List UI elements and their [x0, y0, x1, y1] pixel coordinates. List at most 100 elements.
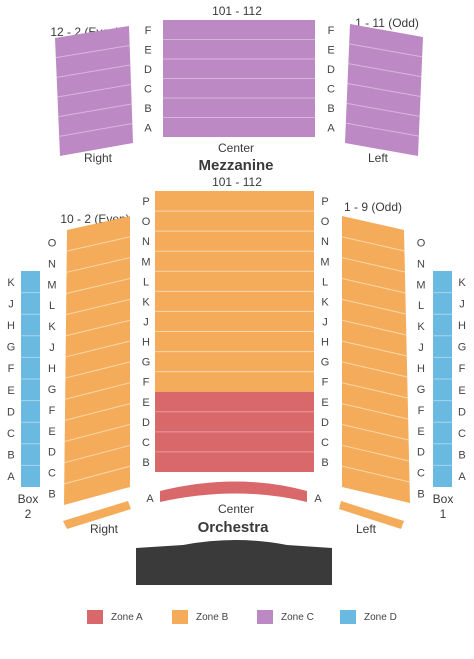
box-1-row-g: G: [458, 342, 467, 354]
orchestra-center-label: Center: [218, 502, 254, 516]
orchestra-row-right-c: C: [321, 437, 329, 449]
orchestra-left-wing-row-f: F: [418, 405, 425, 417]
box-2-row-g: G: [7, 342, 16, 354]
orchestra-right-row-divider: [65, 319, 131, 337]
mezzanine-right-row-divider: [58, 103, 132, 118]
orchestra-left-label: Left: [356, 522, 377, 536]
orchestra-row-right-h: H: [321, 337, 329, 349]
orchestra-row-right-o: O: [321, 216, 330, 228]
orchestra-row-left-e: E: [142, 397, 149, 409]
orchestra-row-left-b: B: [142, 457, 149, 469]
orchestra-left-wing-row-c: C: [417, 468, 425, 480]
orchestra-left-row-divider: [341, 340, 407, 357]
mezzanine-left-row-divider: [345, 122, 419, 137]
orchestra-left-seats: 1 - 9 (Odd): [344, 200, 402, 214]
orchestra-left-row-divider: [341, 403, 409, 420]
zone-d-swatch: [340, 610, 356, 624]
orchestra-right-wing-row-g: G: [48, 384, 57, 396]
box-1-row-j: J: [459, 298, 465, 310]
stage-label: Stage: [213, 556, 254, 573]
mezzanine-row-right-f: F: [328, 25, 335, 37]
orchestra-right-wing-row-c: C: [48, 468, 56, 480]
legend-zone-b[interactable]: Zone B: [172, 605, 228, 629]
orchestra-row-left-c: C: [142, 437, 150, 449]
orchestra-right-wing-row-d: D: [48, 447, 56, 459]
zone-c-swatch: [257, 610, 273, 624]
box-1-word: Box: [433, 492, 454, 506]
orchestra-row-right-d: D: [321, 417, 329, 429]
mezzanine-left-row-divider: [349, 43, 423, 58]
mezzanine-row-left-f: F: [145, 25, 152, 37]
mezzanine-row-left-d: D: [144, 64, 152, 76]
orchestra-front-row-a[interactable]: [160, 481, 307, 503]
orchestra-left-wing-row-h: H: [417, 363, 425, 375]
orchestra-row-a-left: A: [146, 493, 154, 505]
orchestra-row-left-h: H: [142, 337, 150, 349]
mezzanine-title: Mezzanine: [198, 157, 273, 174]
legend-zone-d[interactable]: Zone D: [340, 605, 397, 629]
box-2-row-d: D: [7, 406, 15, 418]
orchestra-center-seats: 101 - 112: [212, 175, 262, 189]
legend-zone-a[interactable]: Zone A: [87, 605, 143, 629]
orchestra-left-row-divider: [341, 298, 406, 315]
orchestra-right-front-strip[interactable]: [63, 501, 131, 529]
orchestra-left-row-divider: [341, 278, 406, 294]
mezzanine-left-row-divider: [347, 83, 421, 97]
orchestra-right-row-divider: [66, 278, 131, 294]
mezzanine-left-seats: 1 - 11 (Odd): [355, 16, 419, 30]
orchestra-row-left-j: J: [143, 316, 149, 328]
orchestra-right-wing-row-h: H: [48, 363, 56, 375]
box-2-row-a: A: [7, 471, 15, 483]
mezzanine-right-row-divider: [55, 45, 130, 59]
orchestra-right-wing-row-b: B: [48, 489, 55, 501]
mezzanine-right-row-divider: [59, 123, 133, 137]
orchestra-right-wing-row-k: K: [48, 321, 56, 333]
box-1-row-d: D: [458, 406, 466, 418]
mezzanine-row-right-c: C: [327, 83, 335, 95]
zone-b-label: Zone B: [196, 611, 229, 623]
zone-a-label: Zone A: [111, 611, 143, 623]
mezzanine-center-seats: 101 - 112: [212, 4, 262, 18]
orchestra-right-wing-row-o: O: [48, 237, 57, 249]
legend-zone-c[interactable]: Zone C: [257, 605, 314, 629]
orchestra-left-wing-row-o: O: [417, 237, 426, 249]
orchestra-left-wing-row-m: M: [416, 279, 425, 291]
mezzanine-row-left-a: A: [144, 122, 152, 134]
orchestra-left-row-divider: [341, 236, 405, 252]
orchestra-left-section[interactable]: [342, 216, 410, 503]
mezzanine-right-row-divider: [57, 84, 132, 98]
stage: [136, 540, 332, 585]
orchestra-right-row-divider: [65, 298, 131, 316]
orchestra-right-section[interactable]: [64, 216, 130, 505]
box-1-row-h: H: [458, 320, 466, 332]
zone-b-swatch: [172, 610, 188, 624]
mezzanine-row-right-d: D: [327, 64, 335, 76]
box-2-row-c: C: [7, 428, 15, 440]
orchestra-row-right-l: L: [322, 276, 328, 288]
orchestra-right-row-divider: [66, 257, 131, 273]
orchestra-row-right-n: N: [321, 236, 329, 248]
mezzanine-row-left-c: C: [144, 83, 152, 95]
orchestra-left-wing-row-j: J: [418, 342, 424, 354]
orchestra-row-right-k: K: [321, 296, 329, 308]
orchestra-row-right-g: G: [321, 357, 330, 369]
orchestra-right-wing-row-n: N: [48, 258, 56, 270]
orchestra-right-row-divider: [66, 236, 131, 252]
orchestra-left-wing-row-k: K: [417, 321, 425, 333]
orchestra-right-row-divider: [64, 423, 131, 443]
box-1-row-b: B: [458, 450, 465, 462]
orchestra-left-row-divider: [341, 465, 410, 483]
orchestra-left-row-divider: [341, 319, 407, 336]
orchestra-row-left-m: M: [141, 256, 150, 268]
mezzanine-row-left-b: B: [144, 103, 151, 115]
box-2-word: Box: [18, 492, 39, 506]
orchestra-left-front-strip[interactable]: [339, 501, 404, 529]
box-2-row-j: J: [8, 298, 14, 310]
orchestra-left-wing-row-d: D: [417, 447, 425, 459]
orchestra-right-row-divider: [65, 361, 131, 379]
orchestra-row-right-p: P: [321, 196, 328, 208]
orchestra-row-left-g: G: [142, 357, 151, 369]
orchestra-left-row-divider: [341, 257, 406, 273]
orchestra-right-wing-row-f: F: [49, 405, 56, 417]
mezzanine-center-label: Center: [218, 141, 254, 155]
